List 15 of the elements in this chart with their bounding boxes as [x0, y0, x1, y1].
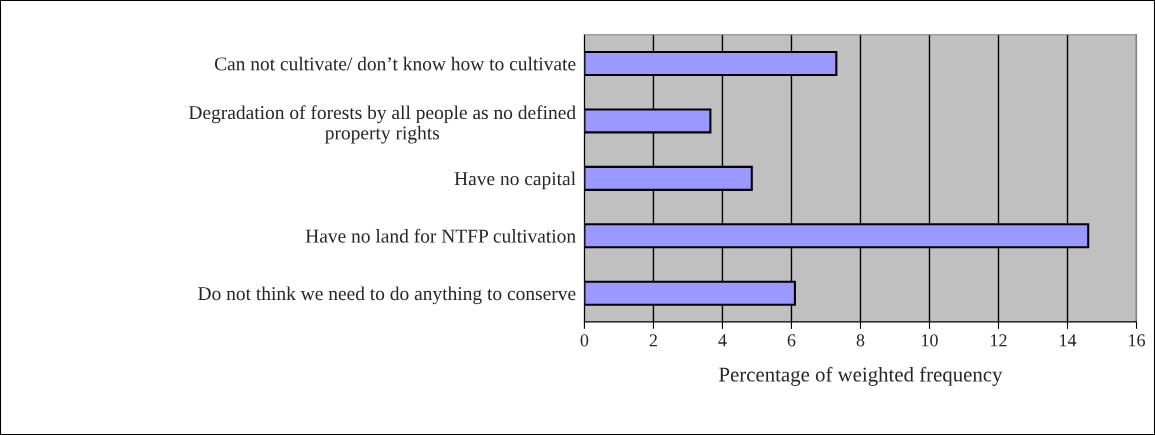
y-tick-label: Have no land for NTFP cultivation [305, 228, 576, 243]
x-axis-title: Percentage of weighted frequency [719, 366, 1003, 386]
x-tick-label: 10 [922, 334, 938, 347]
x-tick-label: 8 [856, 334, 865, 347]
y-tick-label: Have no capital [454, 171, 576, 190]
y-tick-label: Can not cultivate/ don’t know how to cultivate [214, 56, 576, 71]
x-tick-label: 16 [1129, 334, 1146, 347]
x-tick-label: 0 [580, 334, 589, 347]
x-tick-label: 14 [1060, 334, 1077, 347]
x-tick-label: 4 [718, 334, 727, 347]
y-tick-label: Degradation of forests by all people as no defined property rights [188, 105, 576, 144]
x-tick-label: 12 [991, 334, 1007, 347]
x-tick-label: 2 [649, 334, 657, 347]
x-tick-label: 6 [787, 334, 796, 347]
y-tick-label: Do not think we need to do anything to conserve [198, 286, 576, 305]
